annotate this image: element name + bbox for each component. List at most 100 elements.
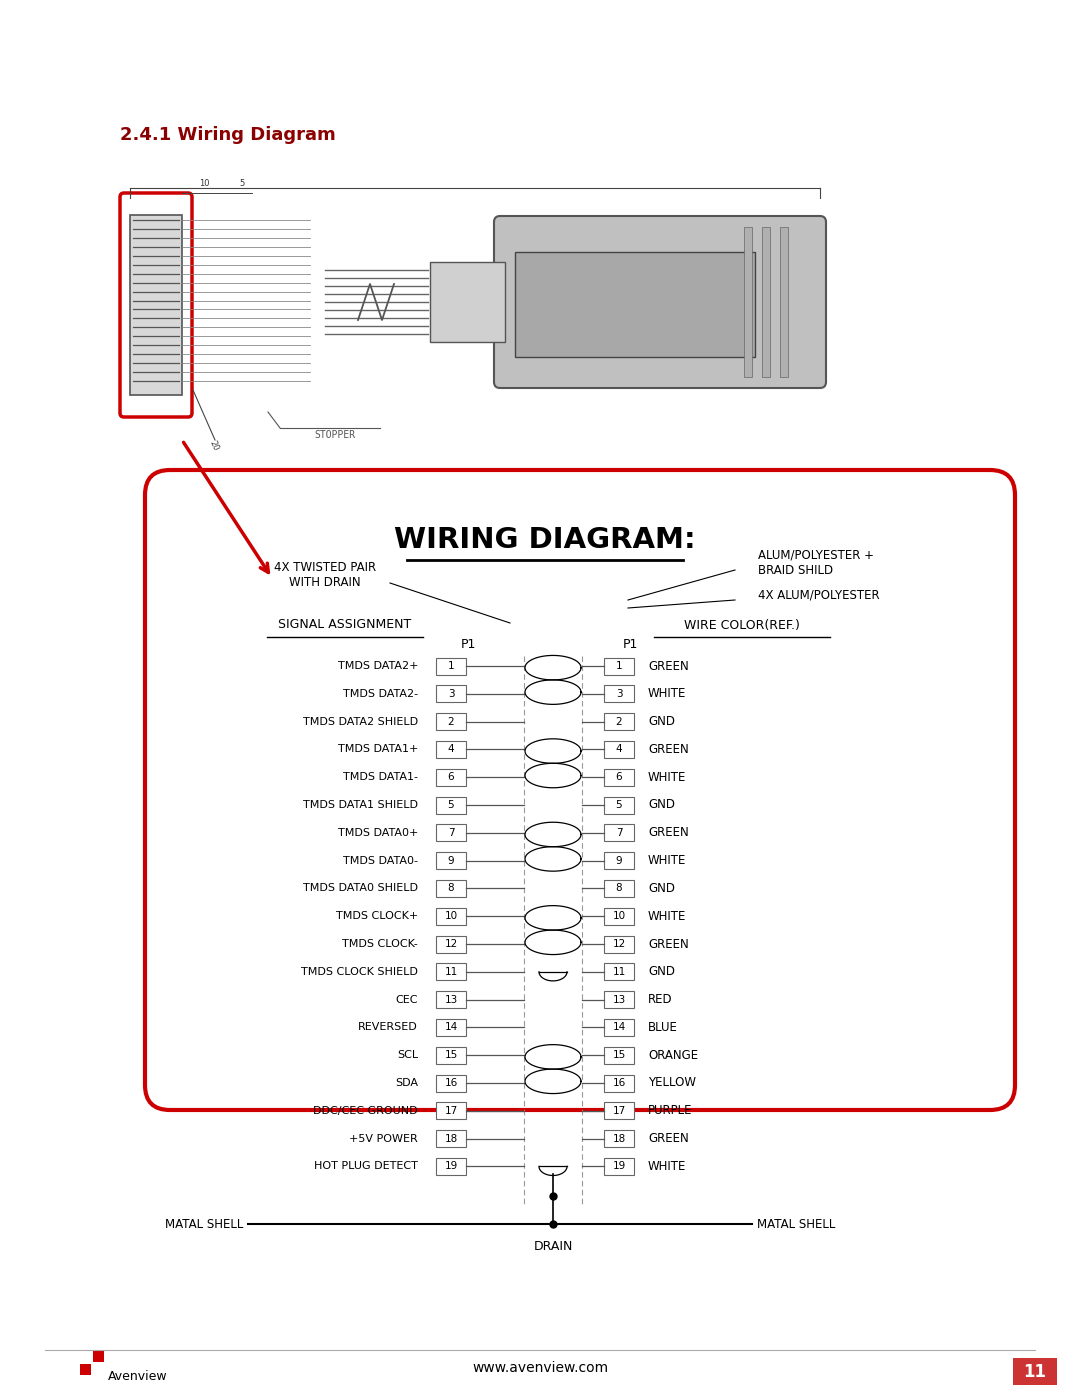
- Text: www.avenview.com: www.avenview.com: [472, 1361, 608, 1375]
- Text: TMDS DATA2 SHIELD: TMDS DATA2 SHIELD: [302, 717, 418, 726]
- Text: 11: 11: [612, 967, 625, 977]
- Text: WHITE: WHITE: [648, 909, 687, 922]
- Bar: [604, 990, 634, 1009]
- Text: 11: 11: [1024, 1363, 1047, 1382]
- Text: 4: 4: [616, 745, 622, 754]
- Text: WHITE: WHITE: [648, 1160, 687, 1173]
- Text: RED: RED: [648, 993, 673, 1006]
- Text: GREEN: GREEN: [648, 659, 689, 672]
- Text: TMDS DATA2-: TMDS DATA2-: [342, 689, 418, 698]
- Text: +5V POWER: +5V POWER: [349, 1133, 418, 1144]
- Text: 2: 2: [448, 717, 455, 726]
- Text: WIRING DIAGRAM:: WIRING DIAGRAM:: [394, 527, 696, 555]
- Text: WHITE: WHITE: [648, 854, 687, 868]
- Text: WIRE COLOR(REF.): WIRE COLOR(REF.): [684, 619, 800, 631]
- Text: MATAL SHELL: MATAL SHELL: [757, 1218, 835, 1231]
- Text: GREEN: GREEN: [648, 743, 689, 756]
- Text: 14: 14: [612, 1023, 625, 1032]
- Bar: [436, 1074, 465, 1091]
- Bar: [80, 1363, 91, 1375]
- Bar: [604, 908, 634, 925]
- Bar: [604, 852, 634, 869]
- Text: 12: 12: [612, 939, 625, 949]
- Bar: [436, 768, 465, 785]
- Bar: [436, 852, 465, 869]
- Text: 3: 3: [616, 689, 622, 698]
- Bar: [436, 824, 465, 841]
- Bar: [436, 908, 465, 925]
- Text: 2: 2: [616, 717, 622, 726]
- Bar: [436, 658, 465, 675]
- Text: 13: 13: [612, 995, 625, 1004]
- Bar: [515, 251, 755, 358]
- Bar: [604, 686, 634, 703]
- Text: WHITE: WHITE: [648, 687, 687, 700]
- Text: 8: 8: [448, 883, 455, 894]
- Bar: [130, 215, 183, 395]
- Text: TMDS DATA0+: TMDS DATA0+: [338, 828, 418, 838]
- Bar: [436, 796, 465, 813]
- Text: SDA: SDA: [395, 1078, 418, 1088]
- Bar: [604, 712, 634, 731]
- Text: 4X TWISTED PAIR
WITH DRAIN: 4X TWISTED PAIR WITH DRAIN: [274, 562, 376, 590]
- Text: GREEN: GREEN: [648, 937, 689, 950]
- Text: YELLOW: YELLOW: [648, 1077, 696, 1090]
- Text: GND: GND: [648, 882, 675, 895]
- Text: P1: P1: [460, 638, 475, 651]
- Text: 8: 8: [616, 883, 622, 894]
- Text: ALUM/POLYESTER +
BRAID SHILD: ALUM/POLYESTER + BRAID SHILD: [758, 549, 874, 577]
- Bar: [604, 1046, 634, 1063]
- Text: 5: 5: [616, 800, 622, 810]
- Text: 5: 5: [240, 179, 245, 189]
- Bar: [780, 226, 788, 377]
- Bar: [604, 964, 634, 981]
- Bar: [604, 1130, 634, 1147]
- Text: 19: 19: [612, 1161, 625, 1172]
- Bar: [762, 226, 770, 377]
- Bar: [436, 1158, 465, 1175]
- Text: 4X ALUM/POLYESTER: 4X ALUM/POLYESTER: [758, 588, 879, 602]
- Bar: [436, 1130, 465, 1147]
- Text: 10: 10: [199, 179, 210, 189]
- Bar: [604, 880, 634, 897]
- Text: TMDS DATA0 SHIELD: TMDS DATA0 SHIELD: [303, 883, 418, 894]
- Text: TMDS CLOCK SHIELD: TMDS CLOCK SHIELD: [301, 967, 418, 977]
- Bar: [436, 1018, 465, 1037]
- Text: TMDS CLOCK+: TMDS CLOCK+: [336, 911, 418, 921]
- Text: 12: 12: [444, 939, 458, 949]
- Text: 16: 16: [444, 1078, 458, 1088]
- Text: DRAIN: DRAIN: [534, 1241, 572, 1253]
- Bar: [744, 226, 752, 377]
- Bar: [436, 880, 465, 897]
- Bar: [436, 990, 465, 1009]
- Text: MATAL SHELL: MATAL SHELL: [164, 1218, 243, 1231]
- Bar: [604, 658, 634, 675]
- Text: CEC: CEC: [395, 995, 418, 1004]
- Text: GND: GND: [648, 965, 675, 978]
- Text: 20: 20: [208, 439, 220, 453]
- Text: 10: 10: [612, 911, 625, 921]
- Text: STOPPER: STOPPER: [314, 430, 355, 440]
- Text: SCL: SCL: [396, 1051, 418, 1060]
- Text: 6: 6: [616, 773, 622, 782]
- Bar: [604, 936, 634, 953]
- Bar: [436, 1102, 465, 1119]
- Bar: [604, 740, 634, 759]
- Bar: [93, 1351, 104, 1362]
- Text: TMDS DATA2+: TMDS DATA2+: [337, 661, 418, 671]
- FancyBboxPatch shape: [145, 469, 1015, 1111]
- Text: 19: 19: [444, 1161, 458, 1172]
- Text: REVERSED: REVERSED: [359, 1023, 418, 1032]
- Text: 4: 4: [448, 745, 455, 754]
- Bar: [436, 964, 465, 981]
- Text: 17: 17: [612, 1106, 625, 1116]
- Text: HOT PLUG DETECT: HOT PLUG DETECT: [314, 1161, 418, 1172]
- Bar: [436, 740, 465, 759]
- Text: 9: 9: [448, 855, 455, 866]
- Text: 6: 6: [448, 773, 455, 782]
- Text: 15: 15: [444, 1051, 458, 1060]
- Text: WHITE: WHITE: [648, 771, 687, 784]
- Text: PURPLE: PURPLE: [648, 1104, 692, 1118]
- Text: 10: 10: [445, 911, 458, 921]
- Text: DDC/CEC GROUND: DDC/CEC GROUND: [313, 1106, 418, 1116]
